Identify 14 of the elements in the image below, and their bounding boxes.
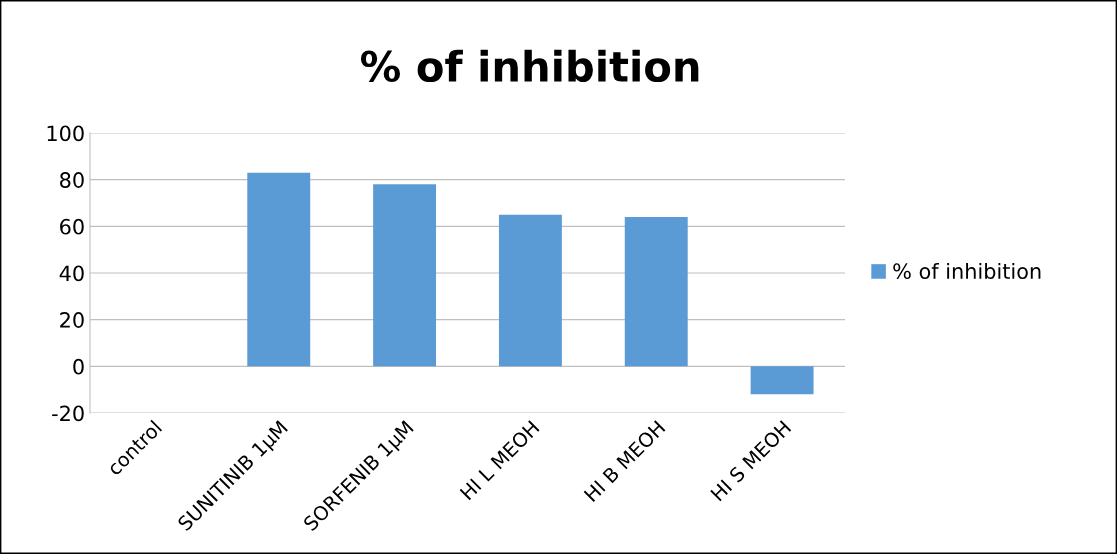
y-tick-label: 60 [60,218,84,235]
legend-label: % of inhibition [893,262,1041,280]
y-tick-label: 100 [47,125,84,142]
y-tick-label: 80 [60,172,84,188]
bar [624,217,688,367]
chart-title: % of inhibition [360,49,699,83]
bar [498,214,562,367]
y-tick-label: 20 [60,312,84,328]
y-tick-label: 0 [73,358,84,375]
bar [373,184,437,367]
y-tick-label: -20 [52,405,84,422]
bar [750,366,814,395]
bar [247,172,311,367]
y-tick-label: 40 [59,265,84,282]
